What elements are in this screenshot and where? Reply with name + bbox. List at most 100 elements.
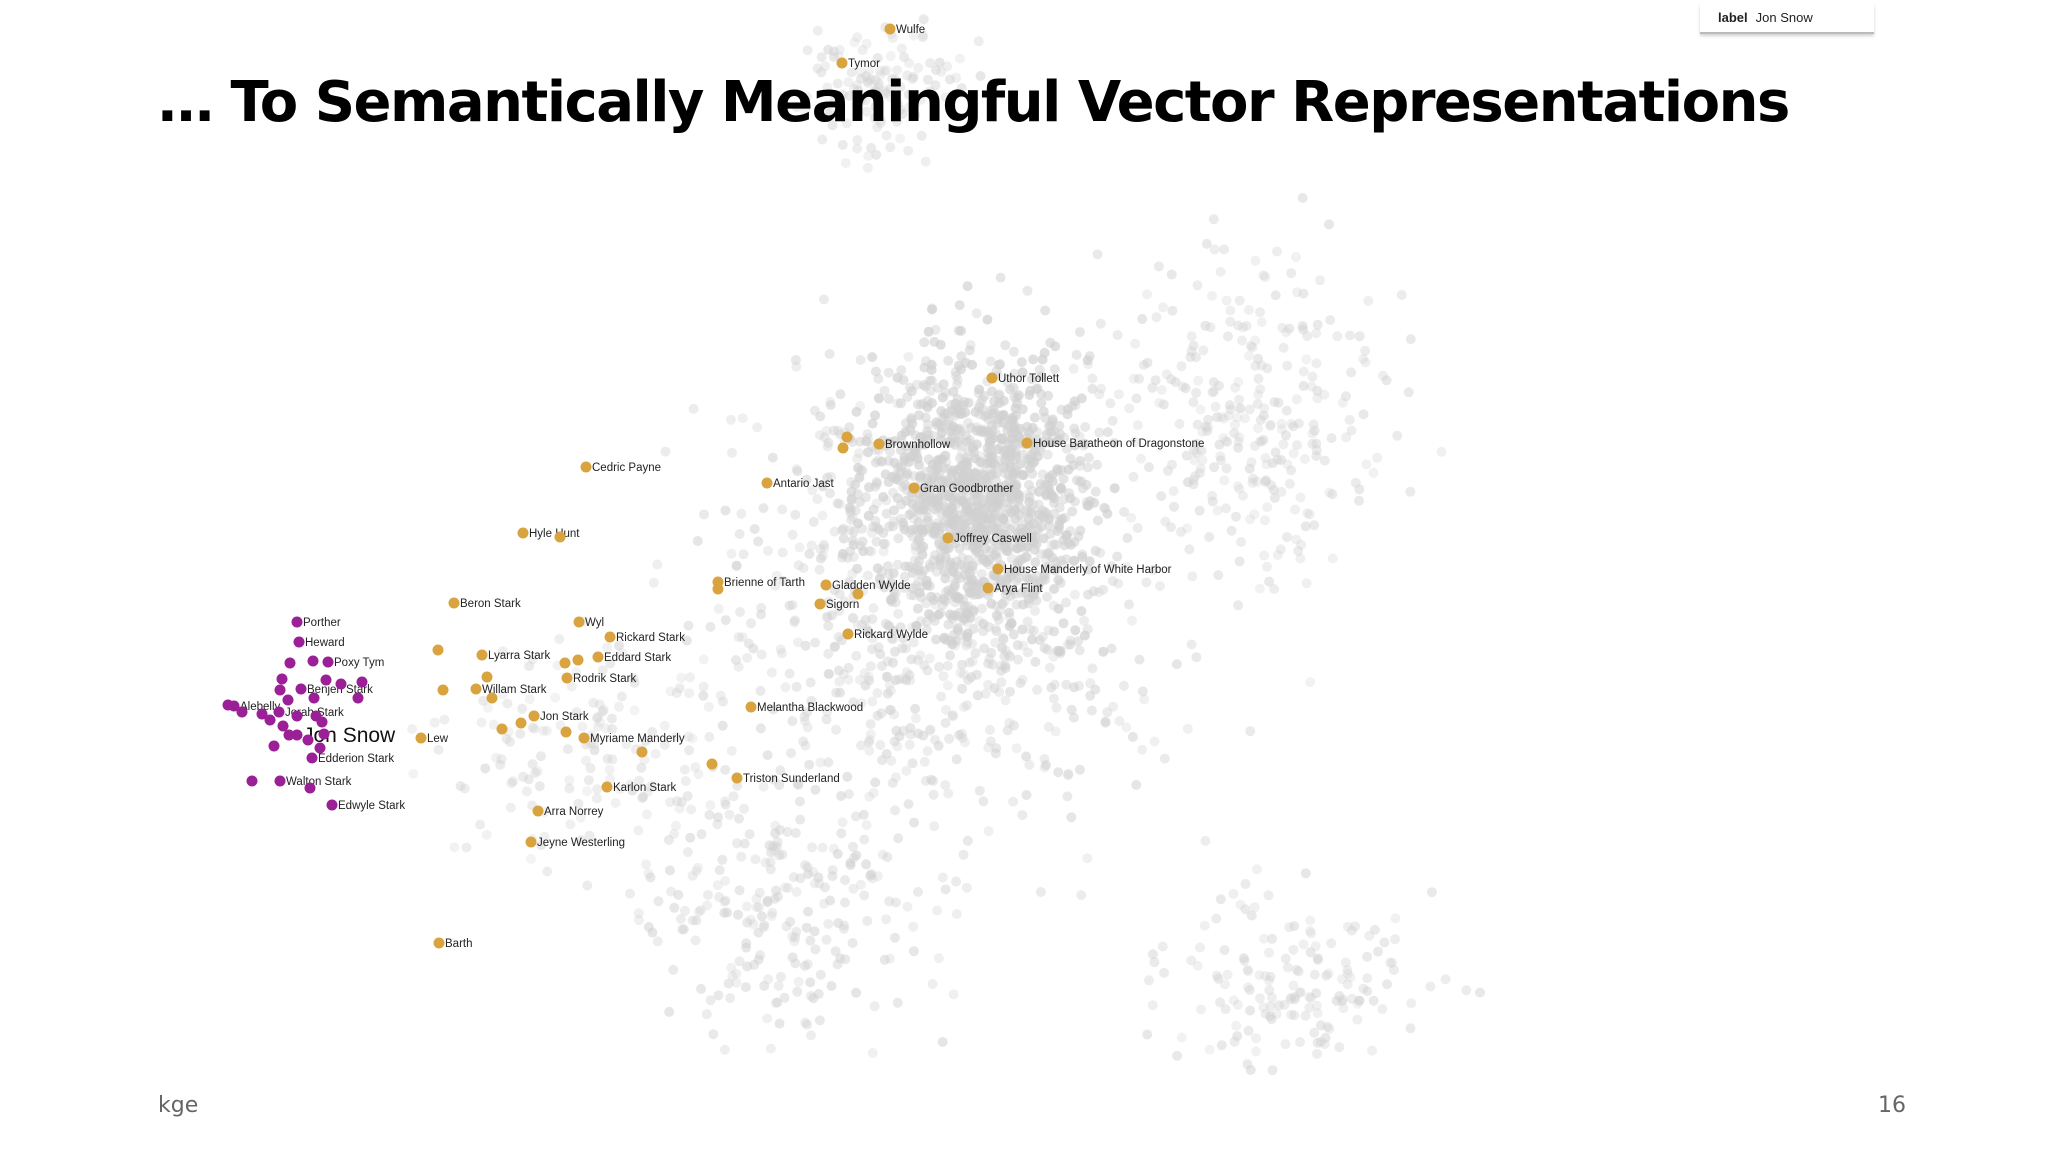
data-point[interactable] xyxy=(276,673,288,685)
data-point[interactable] xyxy=(277,720,289,732)
background-point xyxy=(823,757,834,768)
data-point[interactable] xyxy=(448,597,460,609)
background-point xyxy=(1011,599,1022,610)
data-point[interactable] xyxy=(291,729,303,741)
data-point[interactable] xyxy=(222,699,234,711)
data-point[interactable] xyxy=(318,728,330,740)
data-point[interactable] xyxy=(986,372,998,384)
background-point xyxy=(614,640,624,651)
data-point[interactable] xyxy=(580,461,592,473)
data-point[interactable] xyxy=(335,678,347,690)
data-point[interactable] xyxy=(432,644,444,656)
background-point xyxy=(601,723,611,734)
data-point[interactable] xyxy=(284,657,296,669)
data-point[interactable] xyxy=(942,532,954,544)
data-point[interactable] xyxy=(316,716,328,728)
data-point[interactable] xyxy=(481,671,493,683)
data-point[interactable] xyxy=(601,781,613,793)
data-point[interactable] xyxy=(745,701,757,713)
data-point[interactable] xyxy=(841,431,853,443)
data-point[interactable] xyxy=(273,706,285,718)
data-point[interactable] xyxy=(433,937,445,949)
data-point[interactable] xyxy=(246,775,258,787)
data-point[interactable] xyxy=(842,628,854,640)
data-point[interactable] xyxy=(731,772,743,784)
data-point[interactable] xyxy=(572,654,584,666)
data-point[interactable] xyxy=(320,674,332,686)
data-point[interactable] xyxy=(295,683,307,695)
data-point[interactable] xyxy=(437,684,449,696)
data-point[interactable] xyxy=(291,616,303,628)
data-point[interactable] xyxy=(1021,437,1033,449)
point-label: Eddard Stark xyxy=(604,652,671,664)
data-point[interactable] xyxy=(884,23,896,35)
data-point[interactable] xyxy=(476,649,488,661)
background-point xyxy=(918,14,929,25)
background-point xyxy=(776,648,787,659)
data-point[interactable] xyxy=(517,527,529,539)
data-point[interactable] xyxy=(264,714,276,726)
data-point[interactable] xyxy=(307,655,319,667)
background-point xyxy=(660,446,671,457)
background-point xyxy=(932,905,943,916)
background-point xyxy=(919,337,930,348)
background-point xyxy=(1030,605,1040,616)
data-point[interactable] xyxy=(356,676,368,688)
data-point[interactable] xyxy=(560,726,572,738)
data-point[interactable] xyxy=(873,438,885,450)
data-point[interactable] xyxy=(304,782,316,794)
data-point[interactable] xyxy=(592,651,604,663)
background-point xyxy=(1066,704,1077,715)
data-point[interactable] xyxy=(326,799,338,811)
data-point[interactable] xyxy=(293,636,305,648)
data-point[interactable] xyxy=(282,694,294,706)
data-point[interactable] xyxy=(525,836,537,848)
data-point[interactable] xyxy=(532,805,544,817)
data-point[interactable] xyxy=(515,717,527,729)
data-point[interactable] xyxy=(908,482,920,494)
background-point xyxy=(895,466,906,477)
data-point[interactable] xyxy=(982,582,994,594)
data-point[interactable] xyxy=(761,477,773,489)
background-point xyxy=(942,660,953,671)
data-point[interactable] xyxy=(274,775,286,787)
data-point[interactable] xyxy=(291,710,303,722)
background-point xyxy=(1008,382,1019,393)
data-point[interactable] xyxy=(852,588,864,600)
data-point[interactable] xyxy=(836,57,848,69)
data-point[interactable] xyxy=(322,656,334,668)
background-point xyxy=(916,592,927,603)
data-point[interactable] xyxy=(712,583,724,595)
data-point[interactable] xyxy=(496,723,508,735)
data-point[interactable] xyxy=(561,672,573,684)
data-point[interactable] xyxy=(706,758,718,770)
data-point[interactable] xyxy=(814,598,826,610)
data-point[interactable] xyxy=(992,563,1004,575)
data-point[interactable] xyxy=(415,732,427,744)
data-point[interactable] xyxy=(837,442,849,454)
data-point[interactable] xyxy=(470,683,482,695)
data-point[interactable] xyxy=(256,708,268,720)
background-point xyxy=(634,775,645,786)
data-point[interactable] xyxy=(820,579,832,591)
data-point[interactable] xyxy=(559,657,571,669)
data-point[interactable] xyxy=(302,734,314,746)
data-point[interactable] xyxy=(352,692,364,704)
data-point[interactable] xyxy=(636,746,648,758)
data-point[interactable] xyxy=(274,684,286,696)
data-point[interactable] xyxy=(578,732,590,744)
data-point[interactable] xyxy=(528,710,540,722)
data-point[interactable] xyxy=(268,740,280,752)
data-point[interactable] xyxy=(573,616,585,628)
data-point[interactable] xyxy=(604,631,616,643)
background-point xyxy=(1024,390,1035,400)
data-point[interactable] xyxy=(283,729,295,741)
background-point xyxy=(1277,322,1288,333)
data-point[interactable] xyxy=(306,752,318,764)
data-point[interactable] xyxy=(486,692,498,704)
data-point[interactable] xyxy=(554,531,566,543)
data-point[interactable] xyxy=(308,692,320,704)
data-point[interactable] xyxy=(314,742,326,754)
data-point[interactable] xyxy=(236,706,248,718)
